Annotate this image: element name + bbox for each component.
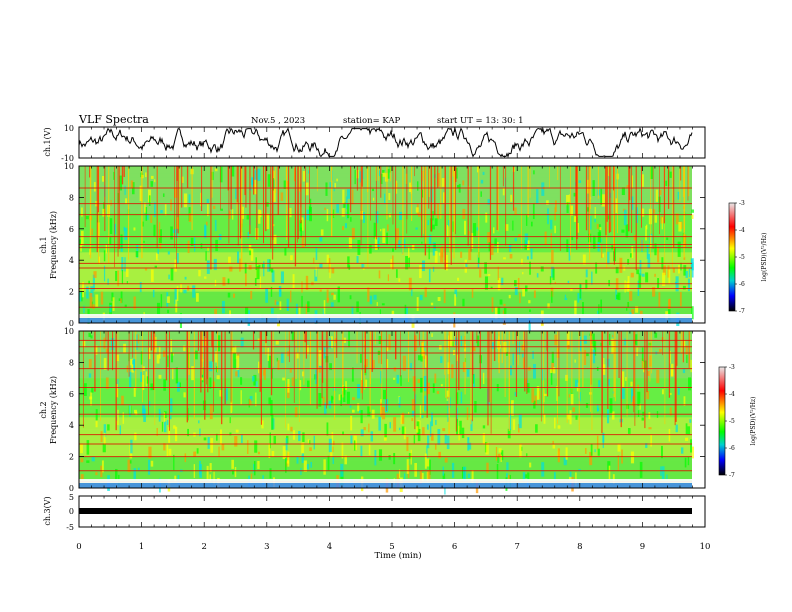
ch1-spec-channel: ch.1 <box>39 236 48 253</box>
ch2-spectrogram-panel: 0 2 4 6 8 10 ch.2 Frequency (kHz) <box>39 327 706 495</box>
spec-ytick-label: 8 <box>69 358 74 367</box>
x-tick-label: 3 <box>264 542 269 552</box>
colorbar-tick-label: -7 <box>739 308 745 315</box>
spec-ytick-label: 2 <box>69 288 74 297</box>
spec-ytick-label: 10 <box>64 162 74 171</box>
colorbar-tick-label: -3 <box>729 364 735 371</box>
ch3-ylabel: ch.3(V) <box>43 496 52 525</box>
ch3-ytick-top: 5 <box>69 493 74 502</box>
x-tick-label: 2 <box>201 542 206 552</box>
x-tick-label: 7 <box>514 542 519 552</box>
ch1-trace <box>78 126 693 158</box>
ch1-spectrogram-image <box>79 166 695 332</box>
ch2-spectrogram-image <box>79 331 694 495</box>
spec-ytick-label: 4 <box>69 421 74 430</box>
colorbar-tick-label: -6 <box>729 445 735 452</box>
ch3-trace <box>79 508 692 514</box>
colorbar-tick-label: -5 <box>729 418 735 425</box>
ch1-colorbar: -3 -4 -5 -6 -7 log(PSD)(V²/Hz) <box>728 200 768 315</box>
spec-ytick-label: 10 <box>64 327 74 336</box>
x-tick-label: 6 <box>452 542 457 552</box>
ch3-ytick-mid: 0 <box>69 507 74 516</box>
colorbar-tick-label: -3 <box>739 200 745 207</box>
colorbar-tick-label: -7 <box>729 472 735 479</box>
station-label: station= KAP <box>343 116 401 126</box>
spec-ytick-label: 2 <box>69 453 74 462</box>
ch1-spec-ylabel: Frequency (kHz) <box>49 211 58 279</box>
colorbar-tick-label: -4 <box>739 227 745 234</box>
ch3-ytick-bottom: -5 <box>66 523 74 532</box>
ch2-colorbar-bar <box>718 366 726 476</box>
date-label: Nov.5 , 2023 <box>251 116 305 126</box>
colorbar-tick-label: -5 <box>739 254 745 261</box>
colorbar-tick-label: -6 <box>739 281 745 288</box>
x-tick-label: 4 <box>327 542 332 552</box>
ch1-spectrogram-panel: 0 2 4 6 8 10 ch.1 Frequency (kHz) <box>39 162 706 332</box>
spec-ytick-label: 4 <box>69 256 74 265</box>
ch2-colorbar-label: log(PSD)(V²/Hz) <box>750 397 757 446</box>
x-tick-label: 10 <box>700 542 711 552</box>
figure-title: VLF Spectra <box>78 113 149 126</box>
x-tick-label: 8 <box>577 542 582 552</box>
ch3-waveform-panel: 5 0 -5 ch.3(V) <box>43 493 706 532</box>
x-tick-label: 5 <box>389 542 394 552</box>
start-time-label: start UT = 13: 30: 1 <box>437 116 524 126</box>
spec-ytick-label: 6 <box>69 225 74 234</box>
ch1-waveform-panel: 10 -10 ch.1(V) <box>43 124 706 163</box>
ch2-spec-ylabel: Frequency (kHz) <box>49 376 58 444</box>
ch2-spec-channel: ch.2 <box>39 401 48 418</box>
spec-ytick-label: 0 <box>69 484 74 493</box>
x-tick-label: 1 <box>139 542 144 552</box>
ch2-colorbar: -3 -4 -5 -6 -7 log(PSD)(V²/Hz) <box>718 364 757 479</box>
ch1-ytick-bottom: -10 <box>61 154 74 163</box>
colorbar-tick-label: -4 <box>729 391 735 398</box>
x-tick-label: 9 <box>640 542 645 552</box>
spec-ytick-label: 6 <box>69 390 74 399</box>
ch1-ylabel: ch.1(V) <box>43 127 52 156</box>
x-tick-label: 0 <box>76 542 81 552</box>
spec-ytick-label: 8 <box>69 193 74 202</box>
ch1-colorbar-label: log(PSD)(V²/Hz) <box>761 233 768 282</box>
spec-ytick-label: 0 <box>69 319 74 328</box>
ch1-ytick-top: 10 <box>64 124 74 133</box>
ch1-colorbar-bar <box>728 202 736 312</box>
x-axis-label: Time (min) <box>374 550 421 561</box>
